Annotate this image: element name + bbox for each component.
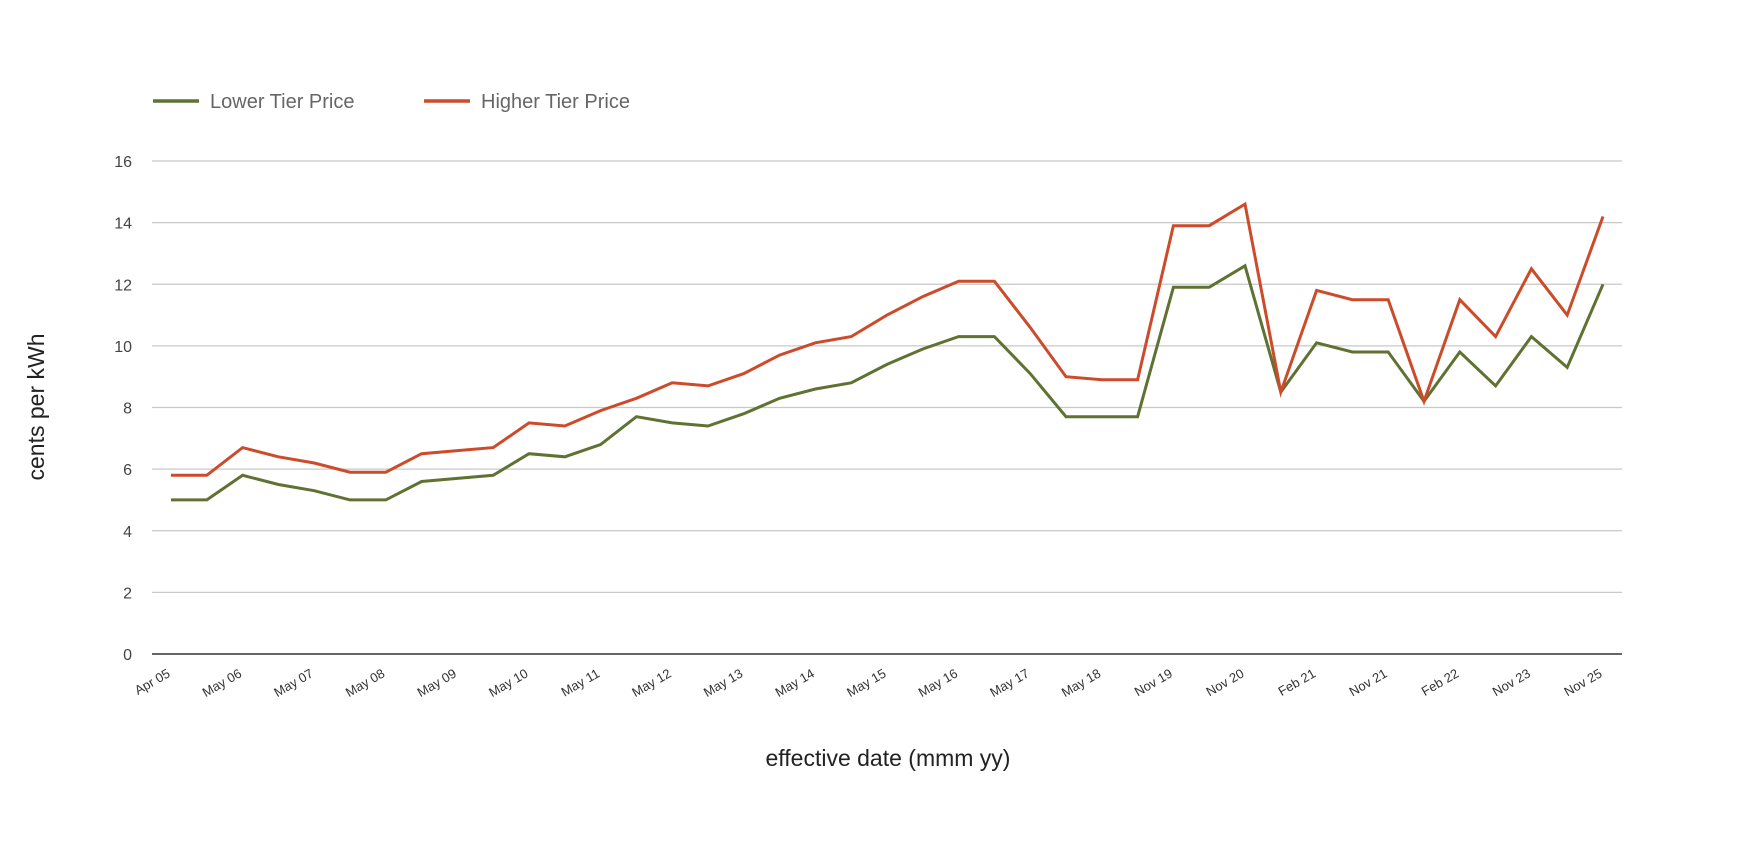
series-lines [171,204,1603,500]
x-tick-label: Nov 20 [1203,666,1246,700]
y-axis-title: cents per kWh [23,334,49,481]
legend-label: Lower Tier Price [210,91,355,113]
series-line-higher-tier [171,204,1603,475]
x-tick-label: May 17 [987,666,1031,700]
x-axis-title: effective date (mmm yy) [766,745,1011,771]
x-tick-label: May 10 [486,666,530,700]
x-tick-label: Nov 25 [1561,666,1604,700]
x-tick-label: May 15 [844,666,888,700]
y-tick-label: 16 [114,154,132,171]
x-tick-label: May 18 [1059,666,1103,700]
x-tick-label: May 09 [414,666,458,700]
x-tick-label: May 16 [916,666,960,700]
y-tick-label: 0 [123,647,132,664]
gridlines [152,161,1622,654]
x-tick-label: Nov 23 [1490,666,1533,700]
y-tick-label: 4 [123,524,132,541]
x-tick-label: May 14 [772,666,816,700]
x-tick-label: May 06 [200,666,244,700]
x-tick-label: Apr 05 [132,666,173,698]
legend-label: Higher Tier Price [481,91,630,113]
y-tick-label: 14 [114,216,132,233]
legend-item: Higher Tier Price [424,91,630,113]
x-tick-label: Feb 22 [1419,666,1462,699]
x-tick-label: May 11 [559,666,603,700]
x-axis-ticks: Apr 05 May 06 May 07 May 08 May 09 May 10 May … [132,666,1605,700]
y-axis-ticks: 0 2 4 6 8 10 12 14 16 [114,154,132,664]
x-tick-label: May 12 [629,666,673,700]
legend-item: Lower Tier Price [153,91,355,113]
x-tick-label: Nov 19 [1132,666,1175,700]
x-tick-label: May 07 [271,666,315,700]
y-tick-label: 6 [123,462,132,479]
y-tick-label: 8 [123,401,132,418]
y-tick-label: 10 [114,339,132,356]
x-tick-label: May 08 [343,666,387,700]
x-tick-label: May 13 [701,666,745,700]
y-tick-label: 12 [114,277,132,294]
legend: Lower Tier Price Higher Tier Price [153,91,630,113]
y-tick-label: 2 [123,585,132,602]
x-tick-label: Nov 21 [1347,666,1390,700]
x-tick-label: Feb 21 [1276,666,1319,699]
